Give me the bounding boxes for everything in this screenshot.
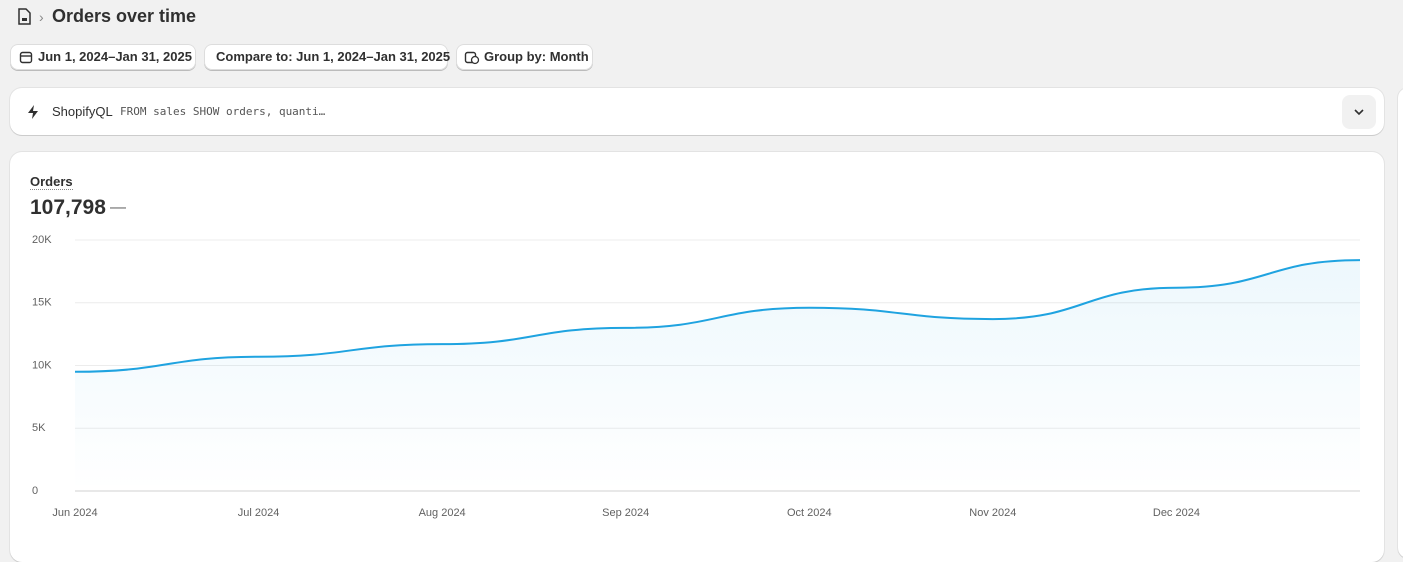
area	[75, 260, 1360, 491]
query-text: FROM sales SHOW orders, quanti…	[120, 105, 326, 118]
query-bar[interactable]: ShopifyQL FROM sales SHOW orders, quanti…	[10, 88, 1384, 135]
metric-title: Orders	[30, 174, 73, 190]
calendar-clock-icon	[464, 51, 480, 65]
metric-comparison: —	[110, 199, 126, 216]
group-by-button[interactable]: Group by: Month	[456, 44, 593, 70]
side-card	[1398, 88, 1403, 558]
x-tick-label: Jul 2024	[238, 507, 280, 519]
report-icon	[18, 8, 31, 25]
date-range-button[interactable]: Jun 1, 2024–Jan 31, 2025	[10, 44, 196, 70]
expand-button[interactable]	[1342, 95, 1376, 129]
x-tick-label: Sep 2024	[602, 507, 649, 519]
x-tick-label: Oct 2024	[787, 507, 832, 519]
y-tick-label: 5K	[32, 422, 46, 434]
lightning-icon	[28, 105, 38, 119]
page-title: Orders over time	[52, 6, 197, 26]
x-tick-label: Jun 2024	[52, 507, 97, 519]
query-label: ShopifyQL	[52, 104, 113, 119]
metric-total: 107,798	[30, 196, 106, 219]
x-tick-label: Aug 2024	[419, 507, 466, 519]
button-label: Group by: Month	[484, 49, 589, 64]
y-tick-label: 20K	[32, 234, 52, 246]
x-tick-label: Nov 2024	[969, 507, 1016, 519]
button-label: Jun 1, 2024–Jan 31, 2025	[38, 49, 192, 64]
button-label: Compare to: Jun 1, 2024–Jan 31, 2025	[216, 49, 451, 64]
chart: 0 5K 10K 15K 20K Jun 2024 Jul 2024 Aug 2024 Sep …	[32, 234, 1361, 519]
y-tick-label: 15K	[32, 297, 52, 309]
y-tick-label: 0	[32, 485, 38, 497]
x-tick-label: Dec 2024	[1153, 507, 1200, 519]
calendar-icon	[19, 51, 33, 64]
compare-button[interactable]: Compare to: Jun 1, 2024–Jan 31, 2025	[204, 44, 451, 70]
line	[74, 259, 1361, 373]
y-tick-label: 10K	[32, 359, 52, 371]
page: › Orders over time Jun 1, 2024–Jan 31, 2…	[10, 6, 1403, 562]
breadcrumb-separator: ›	[39, 9, 44, 25]
chevron-icon	[1354, 109, 1364, 116]
